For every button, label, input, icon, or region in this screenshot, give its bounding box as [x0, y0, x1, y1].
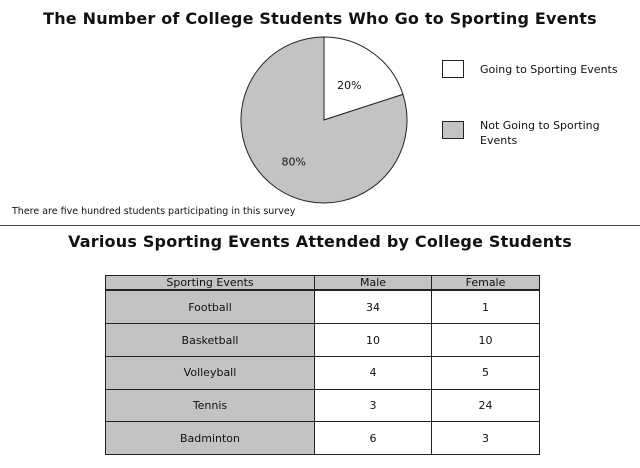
female-count: 1 — [431, 289, 540, 325]
male-count: 4 — [314, 355, 432, 390]
female-count: 24 — [431, 388, 540, 423]
sporting-events-table: Sporting Events Male Female Football 34 … — [105, 275, 540, 455]
table-row: Badminton 6 3 — [105, 421, 540, 455]
event-name: Tennis — [105, 388, 315, 423]
pie-data-label-going: 20% — [337, 79, 361, 92]
male-count: 3 — [314, 388, 432, 423]
legend-swatch-going — [442, 60, 464, 78]
header-male: Male — [314, 275, 432, 291]
legend-label-not-going: Not Going to Sporting Events — [480, 119, 600, 147]
table-header-row: Sporting Events Male Female — [105, 275, 540, 291]
male-count: 10 — [314, 323, 432, 357]
pie-chart-title: The Number of College Students Who Go to… — [43, 9, 597, 28]
female-count: 3 — [431, 421, 540, 455]
female-count: 5 — [431, 355, 540, 390]
male-count: 6 — [314, 421, 432, 455]
pie-slice-going — [323, 36, 404, 121]
pie-chart: 20% 80% — [240, 36, 408, 204]
male-count: 34 — [314, 289, 432, 325]
event-name: Badminton — [105, 421, 315, 455]
legend-label-going: Going to Sporting Events — [480, 63, 618, 76]
pie-data-label-not-going: 80% — [282, 156, 306, 169]
header-sporting-events: Sporting Events — [105, 275, 315, 291]
table-row: Football 34 1 — [105, 289, 540, 325]
table-row: Volleyball 4 5 — [105, 355, 540, 390]
legend-swatch-not-going — [442, 121, 464, 139]
event-name: Volleyball — [105, 355, 315, 390]
female-count: 10 — [431, 323, 540, 357]
section-divider — [0, 225, 640, 226]
table-row: Basketball 10 10 — [105, 323, 540, 357]
event-name: Football — [105, 289, 315, 325]
table-title: Various Sporting Events Attended by Coll… — [68, 232, 572, 251]
table-row: Tennis 3 24 — [105, 388, 540, 423]
header-female: Female — [431, 275, 540, 291]
event-name: Basketball — [105, 323, 315, 357]
survey-note: There are five hundred students particip… — [12, 206, 296, 217]
pie-slice-not-going — [240, 36, 408, 204]
